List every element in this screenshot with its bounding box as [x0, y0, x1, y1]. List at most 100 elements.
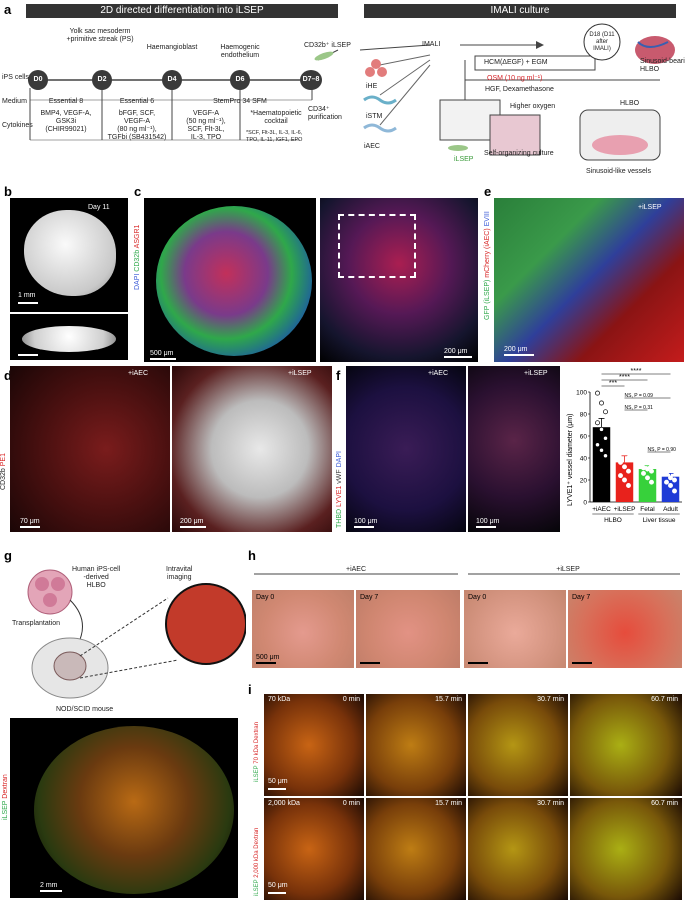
i-time-label: 0 min [342, 800, 360, 807]
scale-f-right: 100 μm [476, 518, 500, 525]
stage-d2-label: Yolk sac mesoderm +primitive streak (PS) [66, 28, 134, 43]
chart-sig-label-5: NS, P = 0.90 [648, 447, 677, 453]
panel-label-c: c [134, 184, 142, 199]
chart-point-0-3 [595, 420, 600, 426]
chart-sig-label-1: **** [619, 374, 630, 381]
panel-label-d: d [4, 368, 12, 383]
chart-point-0-8 [603, 453, 608, 459]
h-iaec-day7: Day 7 [356, 590, 460, 668]
panel-d-left-image: +iAEC 70 μm [10, 366, 170, 532]
header-2d-differentiation: 2D directed differentiation into iLSEP [26, 4, 338, 18]
h-iaec-day0: Day 0 500 μm [252, 590, 354, 668]
panel-label-h: h [248, 548, 256, 563]
i-time-label: 15.7 min [435, 696, 462, 703]
i-time-label: 30.7 min [537, 800, 564, 807]
chart-group-label-0: HLBO [604, 517, 622, 524]
hlbo-label: HLBO [620, 100, 640, 107]
label-d-left: +iAEC [128, 370, 149, 377]
scale-c-right: 200 μm [444, 348, 468, 355]
panel-e-image: +iLSEP 200 μm [494, 198, 684, 362]
chart-point-2-1 [645, 459, 650, 465]
label-d-right: +iLSEP [288, 370, 312, 377]
medium-essential8: Essential 8 [48, 98, 84, 105]
i-scale-label: 50 μm [268, 882, 288, 889]
imali-label: IMALI [422, 41, 441, 48]
stain-c: DAPI CD32b ASGR1 [134, 224, 141, 290]
panel-g-whole-mount-image: 2 mm [10, 718, 238, 898]
i-row-label: 2,000 kDa [268, 800, 300, 807]
scale-e: 200 μm [504, 346, 528, 353]
panel-f-left-image: +iAEC 100 μm [346, 366, 466, 532]
chart-point-2-8 [649, 479, 654, 485]
chart-point-1-2 [626, 455, 631, 461]
cell-ihe: iHE [366, 83, 378, 90]
chart-sig-label-0: **** [631, 368, 642, 375]
panel-label-b: b [4, 184, 12, 199]
label-f-left: +iAEC [428, 370, 449, 377]
label-e: +iLSEP [638, 204, 662, 211]
chart-point-2-7 [645, 475, 650, 481]
sinusoid-vessels-label: Sinusoid-like vessels [586, 168, 651, 175]
chart-point-1-3 [618, 459, 623, 465]
stain-e: GFP (iLSEP) mCherry (iAEC) EVIII [484, 211, 491, 320]
ips-cells-label: iPS cells [2, 74, 29, 81]
organoid-top-image: Day 11 1 mm [10, 198, 128, 312]
h-ilsep-day7: Day 7 [568, 590, 682, 668]
osm-label: OSM (10 ng ml⁻¹) [487, 75, 543, 82]
vessel-diameter-chart: LYVE1⁺ vessel diameter (μm) 0 20 40 60 80 100… [567, 368, 682, 524]
chart-point-1-8 [626, 483, 631, 488]
cytokines-d4: VEGF-A (50 ng ml⁻¹), SCF, Flt-3L, IL-3, … [186, 110, 226, 141]
intravital-imaging-label: Intravital imaging [166, 566, 193, 581]
i-tile-r0-t1: 15.7 min [366, 694, 466, 796]
panel-d-right-image: +iLSEP 200 μm [172, 366, 332, 532]
scale-c-left: 500 μm [150, 350, 174, 357]
chart-xtick-label-2: Fetal [640, 506, 655, 513]
panel-c-left-image: 500 μm [144, 198, 316, 362]
chart-point-2-2 [649, 463, 654, 469]
chart-group-label-1: Liver tissue [643, 517, 676, 524]
chart-point-3-6 [664, 479, 669, 485]
chart-ylabel: LYVE1⁺ vessel diameter (μm) [567, 414, 574, 506]
panel-label-i: i [248, 682, 252, 697]
medium-label: Medium [2, 98, 27, 105]
i-row-label: 70 kDa [268, 696, 291, 703]
chart-point-2-5 [649, 468, 654, 474]
transplantation-label: Transplantation [12, 620, 60, 627]
panel-label-a: a [4, 2, 12, 17]
chart-ytick-label: 100 [576, 390, 587, 397]
stain-f: THBD LYVE1 vWF DAPI [336, 451, 343, 528]
chart-ytick-label: 80 [580, 412, 588, 419]
chart-point-2-0 [641, 455, 646, 461]
chart-ytick-label: 40 [580, 456, 588, 463]
chart-ytick-label: 0 [583, 500, 587, 507]
chart-point-3-1 [668, 455, 673, 461]
label-h-iaec: +iAEC [345, 566, 367, 573]
chart-point-3-3 [664, 470, 669, 476]
higher-oxygen-label: Higher oxygen [510, 103, 556, 110]
cocktail-note: *SCF, Flt-3L, IL-3, IL-6, TPO, IL-11, IG… [246, 130, 303, 143]
chart-point-0-7 [599, 447, 604, 453]
cytokines-d2: bFGF, SCF, VEGF-A (80 ng ml⁻¹), TGFbi (S… [107, 110, 167, 141]
panel-label-e: e [484, 184, 492, 199]
i-tile-r1-t2: 30.7 min [468, 798, 568, 900]
stain-i-row2: iLSEP 2,000 kDa Dextran [254, 827, 260, 896]
cytokines-d6: *Haematopoietic cocktail [250, 110, 302, 125]
i-scale-label: 50 μm [268, 778, 288, 785]
transplant-schematic [27, 569, 246, 699]
i-tile-r0-t0: 0 min 70 kDa 50 μm [264, 694, 364, 796]
zoom-box [338, 214, 416, 278]
i-tile-r0-t2: 30.7 min [468, 694, 568, 796]
header-imali-culture: IMALI culture [364, 4, 676, 18]
hcm-label: HCM(ΔEGF) + EGM [484, 59, 548, 66]
chart-sig-label-2: *** [609, 380, 617, 387]
panel-label-g: g [4, 548, 12, 563]
chart-point-0-2 [603, 409, 608, 415]
chart-ytick-label: 20 [580, 478, 588, 485]
chart-bar-2 [638, 469, 657, 502]
cytokines-d0: BMP4, VEGF-A, GSK3i (CHIR99021) [40, 110, 92, 133]
scale-d-left: 70 μm [20, 518, 40, 525]
chart-point-1-5 [626, 468, 631, 474]
cytokines-label: Cytokines [2, 122, 33, 129]
nod-scid-mouse-label: NOD/SCID mouse [56, 706, 114, 713]
chart-point-1-7 [622, 477, 627, 483]
